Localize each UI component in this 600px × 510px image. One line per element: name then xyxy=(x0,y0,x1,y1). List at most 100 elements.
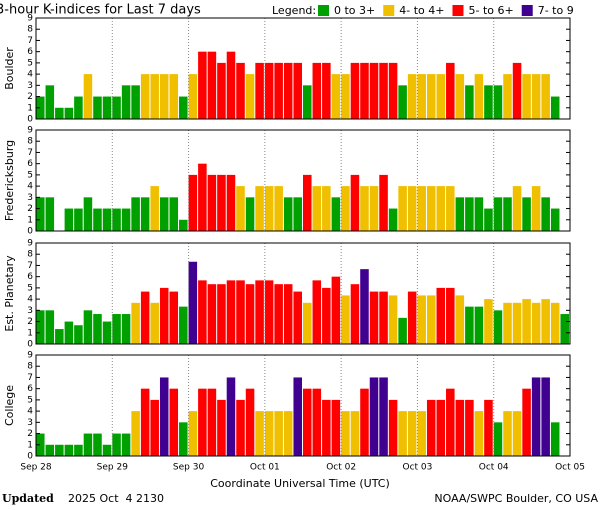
bar xyxy=(121,314,131,344)
bar xyxy=(436,287,446,344)
bar xyxy=(217,399,226,456)
bar xyxy=(283,411,293,456)
bar xyxy=(465,306,474,344)
bar xyxy=(207,174,217,231)
bar xyxy=(436,186,446,231)
bar xyxy=(446,388,455,456)
bar xyxy=(83,197,93,231)
bar xyxy=(245,197,255,231)
bar xyxy=(550,208,560,231)
bar xyxy=(121,208,131,231)
bar xyxy=(131,85,140,119)
bar xyxy=(455,74,465,119)
x-tick-label: Sep 28 xyxy=(20,463,52,473)
y-tick-label: 9 xyxy=(27,351,33,361)
bar xyxy=(140,291,150,344)
y-tick-label: 8 xyxy=(27,362,33,372)
bar xyxy=(36,96,45,119)
legend-item-label: 7- to 9 xyxy=(538,4,574,17)
y-tick-label: 3 xyxy=(27,306,33,316)
bar xyxy=(226,51,236,119)
y-tick-label: 4 xyxy=(27,407,33,417)
bar xyxy=(264,186,274,231)
y-axis-label: Boulder xyxy=(3,47,16,90)
bar xyxy=(388,62,398,119)
y-tick-label: 0 xyxy=(27,115,33,125)
bar xyxy=(255,411,264,456)
bar xyxy=(159,74,169,119)
bar xyxy=(465,197,474,231)
bar xyxy=(560,314,569,344)
y-tick-label: 6 xyxy=(27,47,33,57)
bar xyxy=(293,62,302,119)
bar xyxy=(512,62,522,119)
bar xyxy=(322,399,331,456)
bar xyxy=(550,302,560,344)
bar xyxy=(550,422,560,456)
bar xyxy=(245,284,255,344)
y-tick-label: 5 xyxy=(27,170,33,180)
bar xyxy=(493,85,503,119)
bar xyxy=(407,186,417,231)
bar xyxy=(350,284,360,344)
bar xyxy=(303,174,312,231)
bar xyxy=(74,325,83,344)
y-tick-label: 0 xyxy=(27,452,33,462)
y-tick-label: 7 xyxy=(27,148,33,158)
y-tick-label: 4 xyxy=(27,182,33,192)
bar xyxy=(417,295,426,344)
bar xyxy=(74,208,83,231)
bar xyxy=(360,269,369,344)
plot-frame xyxy=(35,354,571,457)
x-tick-label: Oct 03 xyxy=(402,463,432,473)
bar xyxy=(226,377,236,456)
bar xyxy=(198,163,207,231)
bar xyxy=(379,377,388,456)
bar xyxy=(407,291,417,344)
y-tick-label: 4 xyxy=(27,295,33,305)
bar xyxy=(64,321,74,344)
bar xyxy=(379,62,388,119)
x-tick-label: Oct 01 xyxy=(250,463,280,473)
bar xyxy=(293,197,302,231)
bar xyxy=(264,62,274,119)
bar xyxy=(217,62,226,119)
bar xyxy=(36,310,45,344)
bar xyxy=(93,433,102,456)
bar xyxy=(388,295,398,344)
bar xyxy=(436,399,446,456)
bar xyxy=(512,186,522,231)
y-tick-label: 0 xyxy=(27,227,33,237)
bar xyxy=(74,444,83,456)
bar xyxy=(159,287,169,344)
bar xyxy=(312,62,322,119)
bar xyxy=(446,186,455,231)
bar xyxy=(322,287,331,344)
bar xyxy=(45,85,55,119)
bar xyxy=(484,299,493,344)
bar xyxy=(484,399,493,456)
bar xyxy=(503,302,512,344)
bar xyxy=(83,433,93,456)
bar xyxy=(398,85,407,119)
bar xyxy=(350,62,360,119)
y-tick-label: 9 xyxy=(27,14,33,24)
bar xyxy=(522,388,531,456)
bar xyxy=(131,302,140,344)
y-tick-label: 2 xyxy=(27,429,33,439)
bar xyxy=(484,85,493,119)
y-tick-label: 6 xyxy=(27,384,33,394)
bar xyxy=(303,85,312,119)
bar xyxy=(341,411,350,456)
y-tick-label: 7 xyxy=(27,261,33,271)
bar xyxy=(217,284,226,344)
bar xyxy=(531,186,541,231)
bar xyxy=(283,62,293,119)
bar xyxy=(455,399,465,456)
y-tick-label: 5 xyxy=(27,395,33,405)
y-tick-label: 1 xyxy=(27,440,33,450)
bar xyxy=(341,74,350,119)
legend-item-label: 5- to 6+ xyxy=(468,4,513,17)
bar xyxy=(274,62,283,119)
y-axis-label: Fredericksburg xyxy=(3,140,16,221)
